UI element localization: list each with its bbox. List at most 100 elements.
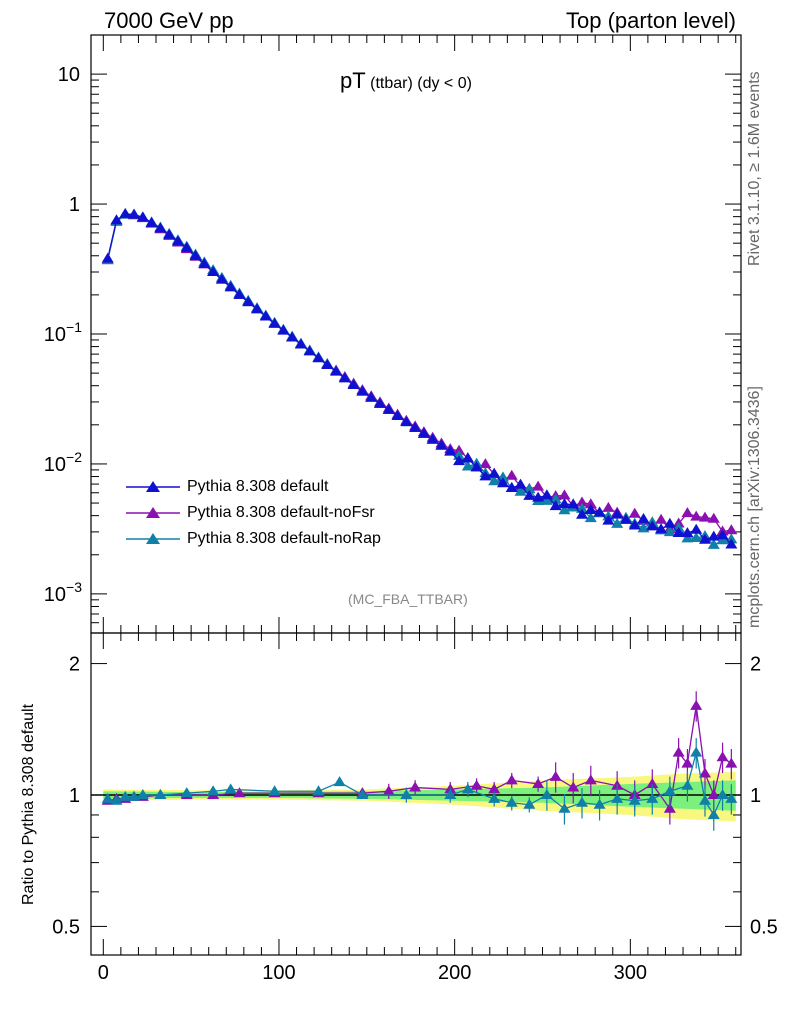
main-data-point	[690, 531, 703, 542]
main-data-point	[690, 510, 703, 521]
ratio-data-point	[698, 794, 711, 805]
main-data-point	[637, 513, 650, 524]
ratio-panel: 0.5 0.5 1 1 2 2 0 100 200 300	[52, 632, 778, 984]
main-data-point	[207, 266, 220, 277]
ratio-data-point	[488, 783, 501, 794]
legend-label-default: Pythia 8.308 default	[187, 478, 329, 495]
main-data-point	[224, 281, 237, 292]
main-data-point	[136, 211, 149, 222]
main-data-point	[163, 228, 176, 239]
main-data-point	[611, 508, 624, 519]
main-data-point	[646, 520, 659, 531]
main-data-point	[619, 513, 632, 524]
ratio-data-point	[180, 787, 193, 798]
ratio-data-point	[540, 788, 553, 799]
ratio-data-point	[409, 781, 422, 792]
main-data-point	[496, 471, 509, 482]
ratio-data-point	[101, 792, 114, 803]
main-data-point	[523, 489, 536, 500]
main-ytick-label: 10−2	[44, 449, 82, 476]
main-data-point	[365, 391, 378, 402]
main-data-point	[277, 324, 290, 335]
main-data-point	[681, 507, 694, 518]
main-data-point	[505, 469, 518, 480]
ratio-data-point	[488, 792, 501, 803]
ratio-data-point	[333, 776, 346, 787]
main-data-point	[593, 506, 606, 517]
xtick-label: 300	[614, 962, 647, 984]
ratio-data-point	[681, 757, 694, 768]
ratio-data-point	[136, 788, 149, 799]
main-data-point	[215, 273, 228, 284]
main-data-point	[154, 222, 167, 233]
main-data-point	[198, 257, 211, 268]
main-data-point	[672, 527, 685, 538]
ratio-data-point	[312, 785, 325, 796]
header-left: 7000 GeV pp	[104, 8, 234, 33]
main-data-point	[496, 477, 509, 488]
main-data-point	[716, 529, 729, 540]
ratio-data-point	[716, 751, 729, 762]
ratio-data-point	[523, 798, 536, 809]
main-data-point	[681, 532, 694, 543]
main-data-point	[584, 498, 597, 509]
main-data-point	[251, 303, 264, 314]
ratio-data-point	[382, 785, 395, 796]
plot-title-main: pT	[340, 68, 366, 93]
main-data-point	[180, 241, 193, 252]
main-data-point	[347, 378, 360, 389]
main-data-point	[479, 470, 492, 481]
ratio-data-point	[663, 785, 676, 796]
main-data-point	[461, 460, 474, 471]
ratio-data-point	[646, 792, 659, 803]
main-data-point	[294, 338, 307, 349]
main-data-point	[523, 483, 536, 494]
main-data-point	[558, 489, 571, 500]
main-data-point	[444, 445, 457, 456]
ratio-data-point	[356, 788, 369, 799]
ratio-data-point	[233, 787, 246, 798]
ratio-data-point	[532, 777, 545, 788]
legend-marker-norap	[126, 533, 180, 544]
ratio-ytick-label-left: 2	[69, 654, 80, 676]
main-data-point	[426, 433, 439, 444]
main-data-point	[602, 514, 615, 525]
main-ytick-label: 1	[69, 194, 80, 216]
main-data-point	[145, 216, 158, 227]
main-data-point	[101, 252, 114, 263]
main-data-point	[488, 475, 501, 486]
ratio-ytick-label-left: 1	[69, 785, 80, 807]
main-data-point	[189, 249, 202, 260]
ratio-data-point	[576, 796, 589, 807]
main-data-point	[725, 538, 738, 549]
main-data-point	[637, 522, 650, 533]
main-data-point	[470, 461, 483, 472]
ratio-data-point	[690, 746, 703, 757]
main-data-point	[382, 403, 395, 414]
ratio-data-point	[716, 788, 729, 799]
ratio-data-point	[584, 774, 597, 785]
ratio-data-point	[690, 699, 703, 710]
main-data-point	[479, 458, 492, 469]
main-data-point	[514, 485, 527, 496]
main-data-point	[698, 533, 711, 544]
main-data-point	[532, 480, 545, 491]
main-ytick-label: 10−1	[44, 319, 82, 346]
ratio-ytick-label-left: 0.5	[52, 916, 80, 938]
ratio-data-point	[461, 783, 474, 794]
xtick-label: 200	[438, 962, 471, 984]
ratio-data-point	[224, 783, 237, 794]
main-data-point	[628, 507, 641, 518]
ratio-data-point	[110, 794, 123, 805]
main-data-point	[268, 317, 281, 328]
main-data-point	[725, 524, 738, 535]
ratio-frame	[90, 632, 742, 956]
main-data-point	[698, 511, 711, 522]
ratio-data-point	[207, 785, 220, 796]
main-data-point	[558, 498, 571, 509]
xtick-label: 0	[98, 962, 109, 984]
ratio-data-point	[611, 792, 624, 803]
main-data-point	[119, 207, 132, 218]
main-ytick-label: 10−3	[44, 579, 82, 606]
ratio-data-point	[505, 796, 518, 807]
